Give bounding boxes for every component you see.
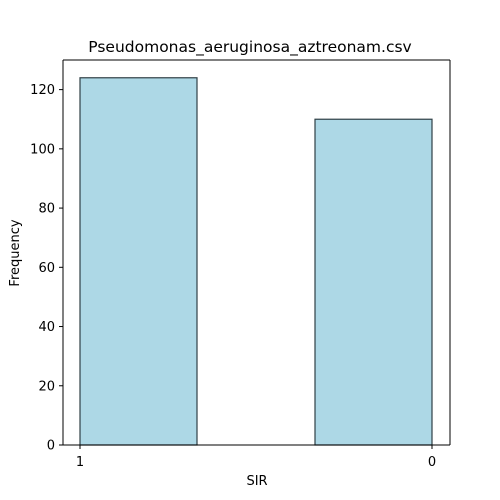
- y-axis-label: Frequency: [8, 219, 23, 286]
- bar-1: [79, 77, 198, 446]
- bar-0: [314, 118, 433, 446]
- y-tick-label: 20: [38, 379, 55, 394]
- x-axis-label: SIR: [246, 474, 267, 489]
- y-ticks-layer: 0 20 40 60 80 100 120: [30, 83, 63, 454]
- x-tick-label: 1: [76, 455, 84, 470]
- y-tick-label: 60: [38, 261, 55, 276]
- x-tick-label: 0: [428, 455, 436, 470]
- bars-layer: [79, 77, 433, 446]
- axes-layer: [62, 59, 451, 446]
- y-tick-label: 80: [38, 202, 55, 217]
- y-tick-label: 120: [30, 83, 55, 98]
- y-tick-label: 100: [30, 142, 55, 157]
- chart-title: Pseudomonas_aeruginosa_aztreonam.csv: [88, 38, 411, 57]
- y-tick-label: 40: [38, 320, 55, 335]
- y-tick-label: 0: [47, 439, 55, 454]
